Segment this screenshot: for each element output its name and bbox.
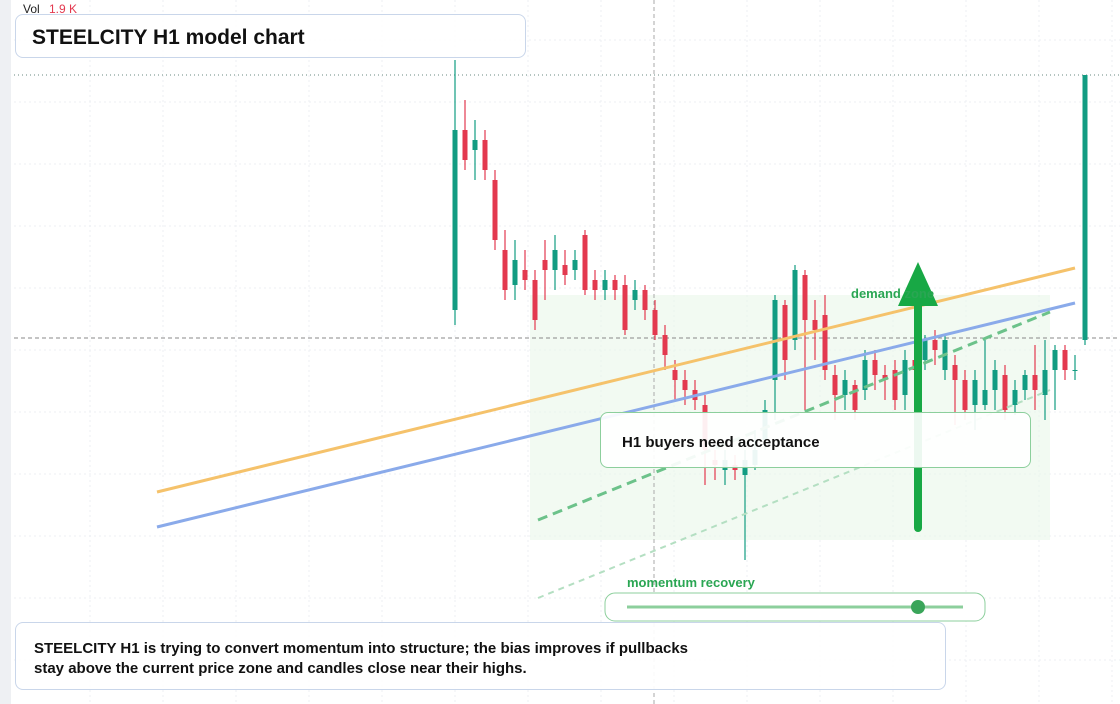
candle-body — [992, 370, 998, 390]
slider-knob[interactable] — [911, 600, 925, 614]
candle-body — [922, 340, 928, 360]
candle-body — [542, 260, 548, 270]
candle-body — [632, 290, 638, 300]
title-box: STEELCITY H1 model chart — [15, 14, 526, 58]
candle-body — [612, 280, 618, 290]
candle-body — [822, 315, 828, 370]
candle-body — [482, 140, 488, 170]
callout-box: H1 buyers need acceptance — [600, 412, 1031, 468]
candle-body — [672, 370, 678, 380]
candle-body — [512, 260, 518, 285]
candle-body — [872, 360, 878, 375]
candle-body — [492, 180, 498, 240]
candle-body — [1062, 350, 1068, 370]
candle-body — [952, 365, 958, 380]
candle-body — [562, 265, 568, 275]
candle-body — [522, 270, 528, 280]
candle-body — [602, 280, 608, 290]
candle-body — [962, 380, 968, 410]
note: STEELCITY H1 is trying to convert moment… — [34, 640, 689, 677]
candle-body — [452, 130, 458, 310]
candle-body — [662, 335, 668, 355]
candle-body — [792, 270, 798, 340]
vol-value: 1.9 K — [49, 2, 77, 16]
candle-body — [782, 305, 788, 360]
candle-body — [932, 340, 938, 350]
candle-body — [532, 280, 538, 320]
vol-label: Vol — [23, 2, 40, 16]
arrow-head — [898, 262, 938, 306]
candle-body — [862, 360, 868, 390]
note-box: STEELCITY H1 is trying to convert moment… — [15, 622, 946, 690]
slider-label: momentum recovery — [627, 575, 756, 590]
candle-body — [472, 140, 478, 150]
candle-body — [572, 260, 578, 270]
candle-body — [1082, 75, 1088, 340]
candle-body — [802, 275, 808, 320]
candle-body — [892, 370, 898, 400]
candle-body — [1022, 375, 1028, 390]
candle-body — [502, 250, 508, 290]
candle-body — [812, 320, 818, 330]
zone-label: demand zone — [851, 286, 934, 301]
candle-body — [1032, 375, 1038, 390]
candle-body — [902, 360, 908, 395]
candle-body — [1042, 370, 1048, 395]
candle-body — [852, 385, 858, 410]
candle-body — [982, 390, 988, 405]
channel-lower — [537, 389, 1051, 599]
candle-body — [682, 380, 688, 390]
candle-body — [582, 235, 588, 290]
candle-body — [592, 280, 598, 290]
left-rail — [0, 0, 11, 704]
candle-body — [1072, 370, 1078, 371]
chart-title: STEELCITY H1 model chart — [32, 26, 305, 49]
candle-body — [642, 290, 648, 310]
candle-body — [652, 310, 658, 335]
candle-body — [462, 130, 468, 160]
candle-body — [842, 380, 848, 395]
candle-body — [552, 250, 558, 270]
candle-body — [1002, 375, 1008, 410]
candle-body — [1052, 350, 1058, 370]
candle-body — [832, 375, 838, 395]
candle-body — [972, 380, 978, 405]
candles — [452, 60, 1088, 560]
callout: H1 buyers need acceptance — [622, 434, 820, 451]
candle-body — [622, 285, 628, 330]
candle-body — [1012, 390, 1018, 405]
